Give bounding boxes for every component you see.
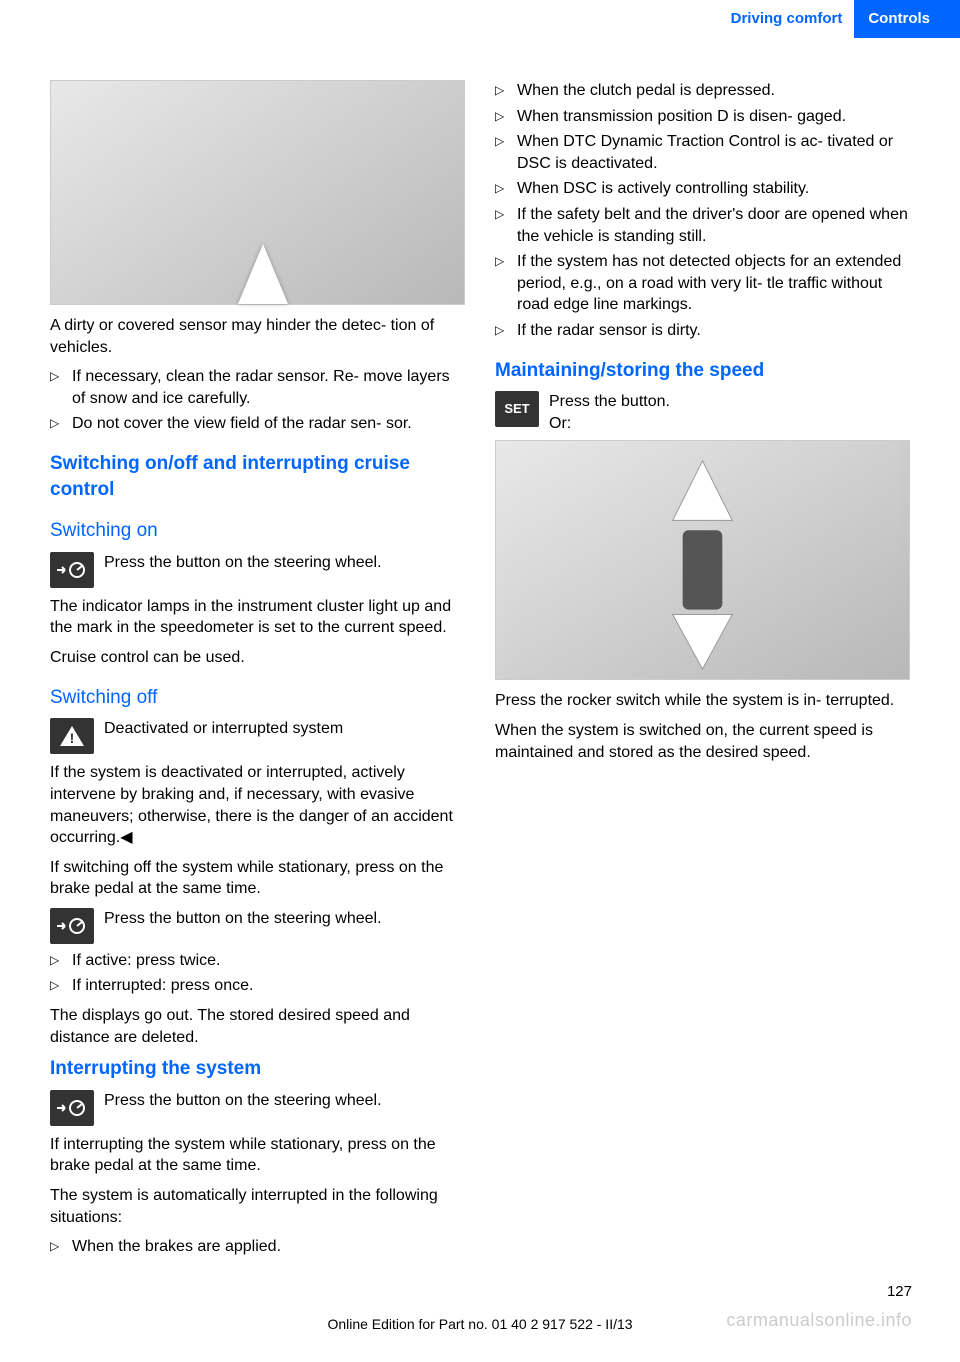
icon-instruction-row: Press the button on the steering wheel. xyxy=(50,908,465,944)
icon-text-block: Press the button. Or: xyxy=(549,391,910,434)
cruise-button-icon xyxy=(50,908,94,944)
list-item: If the system has not detected objects f… xyxy=(495,251,910,316)
section-heading: Interrupting the system xyxy=(50,1056,465,1082)
icon-text: Press the button on the steering wheel. xyxy=(104,908,465,930)
warning-row: ! Deactivated or interrupted system xyxy=(50,718,465,754)
warning-icon: ! xyxy=(50,718,94,754)
icon-text: Press the button on the steering wheel. xyxy=(104,1090,465,1112)
warning-body: If the system is deactivated or interrup… xyxy=(50,762,465,848)
page-number: 127 xyxy=(887,1282,912,1302)
bullet-list: If necessary, clean the radar sensor. Re… xyxy=(50,366,465,435)
list-item: When DTC Dynamic Traction Control is ac‐… xyxy=(495,131,910,174)
footer-line: Online Edition for Part no. 01 40 2 917 … xyxy=(0,1315,960,1334)
arrow-up-icon xyxy=(238,244,288,304)
list-item: When DSC is actively controlling stabili… xyxy=(495,178,910,200)
set-button-icon: SET xyxy=(495,391,539,427)
body-text: The system is automatically interrupted … xyxy=(50,1185,465,1228)
sensor-photo-placeholder xyxy=(50,80,465,305)
body-text: A dirty or covered sensor may hinder the… xyxy=(50,315,465,358)
list-item: When transmission position D is disen‐ g… xyxy=(495,106,910,128)
subsection-heading: Switching off xyxy=(50,685,465,711)
subsection-heading: Switching on xyxy=(50,518,465,544)
body-text: The indicator lamps in the instrument cl… xyxy=(50,596,465,639)
warning-title: Deactivated or interrupted system xyxy=(104,718,465,740)
body-text: Press the rocker switch while the system… xyxy=(495,690,910,712)
list-item: When the clutch pedal is depressed. xyxy=(495,80,910,102)
header-chapter-label: Controls xyxy=(854,0,960,38)
cruise-button-icon xyxy=(50,552,94,588)
bullet-list: If active: press twice. If interrupted: … xyxy=(50,950,465,997)
body-text: Cruise control can be used. xyxy=(50,647,465,669)
set-instruction: Press the button. xyxy=(549,391,910,413)
set-button-label: SET xyxy=(504,400,529,418)
body-text: If switching off the system while statio… xyxy=(50,857,465,900)
page-header: Driving comfort Controls xyxy=(719,0,960,38)
list-item: If active: press twice. xyxy=(50,950,465,972)
body-text: When the system is switched on, the curr… xyxy=(495,720,910,763)
list-item: When the brakes are applied. xyxy=(50,1236,465,1258)
icon-instruction-row: SET Press the button. Or: xyxy=(495,391,910,434)
icon-text: Press the button on the steering wheel. xyxy=(104,552,465,574)
page-content: A dirty or covered sensor may hinder the… xyxy=(50,80,910,1282)
section-heading: Maintaining/storing the speed xyxy=(495,358,910,384)
list-item: Do not cover the view field of the radar… xyxy=(50,413,465,435)
body-text: If interrupting the system while station… xyxy=(50,1134,465,1177)
list-item: If interrupted: press once. xyxy=(50,975,465,997)
set-or: Or: xyxy=(549,413,910,435)
rocker-switch-photo-placeholder xyxy=(495,440,910,680)
list-item: If the safety belt and the driver's door… xyxy=(495,204,910,247)
rocker-illustration-icon xyxy=(496,441,909,679)
body-text: The displays go out. The stored desired … xyxy=(50,1005,465,1048)
section-heading: Switching on/off and interrupting cruise… xyxy=(50,451,465,502)
list-item: If necessary, clean the radar sensor. Re… xyxy=(50,366,465,409)
header-section-label: Driving comfort xyxy=(719,9,855,29)
cruise-button-icon xyxy=(50,1090,94,1126)
icon-instruction-row: Press the button on the steering wheel. xyxy=(50,1090,465,1126)
icon-instruction-row: Press the button on the steering wheel. xyxy=(50,552,465,588)
svg-text:!: ! xyxy=(70,730,75,746)
list-item: If the radar sensor is dirty. xyxy=(495,320,910,342)
